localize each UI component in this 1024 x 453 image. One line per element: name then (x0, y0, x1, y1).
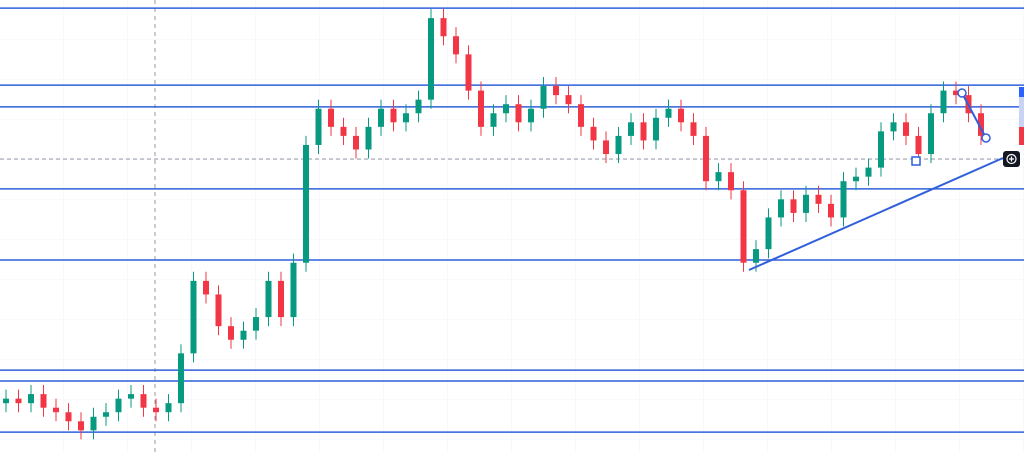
candle-body (278, 280, 284, 318)
scale-marker (1019, 97, 1024, 127)
candle-body (915, 135, 922, 155)
candle-body (290, 262, 297, 318)
candle-body (678, 108, 684, 123)
candle-body (315, 108, 322, 145)
candle-body (415, 99, 422, 114)
candle-body (115, 398, 122, 413)
candle-body (590, 126, 597, 141)
candle-body (365, 126, 372, 150)
candle-body (928, 113, 934, 155)
candles (3, 9, 984, 440)
candle-body (703, 135, 709, 182)
candle-body (753, 249, 759, 263)
candle-body (578, 104, 584, 127)
candle-body (478, 90, 484, 127)
levels (0, 7, 1024, 433)
candle-body (865, 167, 872, 177)
candle-body (140, 394, 147, 408)
candle-body (640, 122, 647, 141)
candle-body (28, 394, 34, 404)
candle-body (15, 398, 22, 404)
candle-body (240, 330, 247, 340)
candle-body (303, 144, 309, 263)
candle-body (40, 394, 47, 408)
candle-body (628, 122, 634, 136)
candle-body (3, 398, 9, 404)
candle-body (328, 108, 334, 127)
drawing-handle[interactable] (957, 88, 967, 98)
candle-body (878, 131, 884, 168)
candle-body (903, 122, 909, 136)
candle-body (465, 54, 472, 91)
candle-body (165, 403, 172, 413)
candle-body (103, 412, 109, 417)
candle-body (515, 104, 522, 123)
candle-body (503, 104, 509, 114)
add-icon-plus (1009, 156, 1014, 162)
candle-body (340, 126, 347, 136)
candle-body (815, 194, 822, 204)
drawing-handle[interactable] (981, 133, 991, 143)
candle-body (353, 135, 359, 150)
candle-body (190, 280, 197, 354)
candle-body (390, 108, 397, 123)
candle-body (215, 294, 222, 327)
anchor-handle[interactable] (911, 156, 921, 166)
candle-body (153, 407, 159, 413)
candle-body (78, 421, 84, 431)
candle-body (615, 135, 622, 155)
candle-body (490, 113, 497, 127)
candle-body (740, 190, 747, 263)
add-icon (1006, 153, 1017, 165)
candle-body (178, 353, 184, 404)
candle-body (840, 181, 847, 218)
candle-body (403, 113, 409, 123)
candle-body (253, 317, 259, 331)
trend-line (748, 157, 1004, 271)
candle-body (890, 122, 897, 132)
drawing-line (961, 92, 987, 139)
candle-body (653, 117, 659, 141)
candle-body (528, 108, 534, 123)
candle-body (665, 108, 672, 118)
candle-body (978, 113, 984, 136)
candle-body (778, 199, 784, 218)
candle-body (53, 407, 59, 413)
candle-body (715, 172, 722, 182)
candle-body (828, 203, 834, 218)
candle-body (378, 108, 384, 127)
candle-body (565, 95, 572, 105)
candle-body (203, 280, 209, 295)
candle-body (765, 217, 772, 250)
candle-body (65, 412, 72, 422)
candle-body (453, 36, 459, 55)
candle-body (228, 326, 234, 340)
candle-body (128, 394, 134, 399)
candle-body (265, 280, 272, 318)
candle-body (940, 90, 947, 114)
candle-body (690, 122, 697, 136)
candle-body (440, 18, 447, 37)
candle-body (953, 90, 959, 96)
scale-marker (1019, 87, 1024, 97)
candle-body (90, 416, 97, 431)
candle-body (428, 18, 434, 100)
candle-body (553, 86, 559, 96)
candle-body (803, 194, 809, 213)
candle-body (603, 140, 609, 155)
scale-marker (1019, 127, 1024, 145)
candle-body (853, 176, 859, 182)
candle-body (728, 172, 734, 191)
candle-body (540, 86, 547, 109)
candle-body (790, 199, 797, 213)
